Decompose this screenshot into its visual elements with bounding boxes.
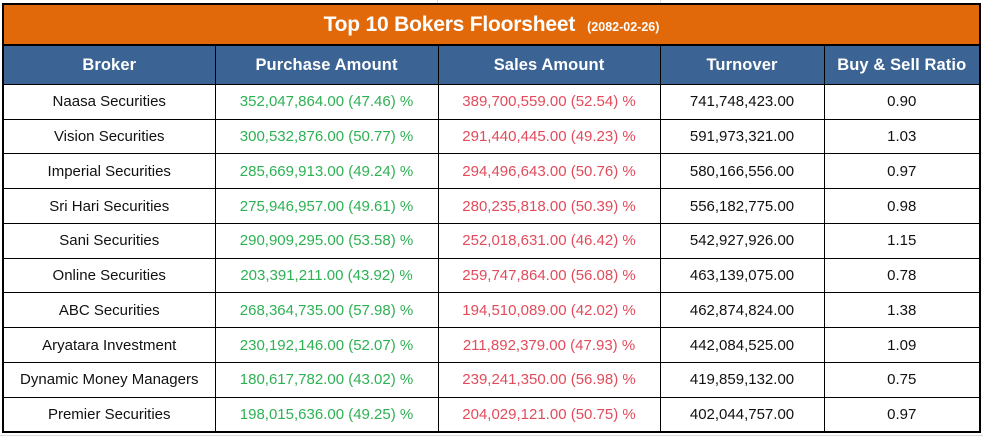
cell-purchase-amount: 352,047,864.00 (47.46) % xyxy=(215,84,439,120)
gridline-stub xyxy=(437,0,438,3)
table-row: Naasa Securities 352,047,864.00 (47.46) … xyxy=(4,84,979,120)
cell-turnover: 741,748,423.00 xyxy=(660,84,825,120)
table-row: ABC Securities 268,364,735.00 (57.98) % … xyxy=(4,292,979,329)
col-header-turnover: Turnover xyxy=(660,46,825,85)
cell-buy-sell-ratio: 0.75 xyxy=(824,362,979,398)
table-title-band: Top 10 Bokers Floorsheet (2082-02-26) xyxy=(4,5,979,46)
cell-turnover: 580,166,556.00 xyxy=(660,153,825,190)
col-header-sales-amount: Sales Amount xyxy=(438,46,661,85)
table-row: Vision Securities 300,532,876.00 (50.77)… xyxy=(4,119,979,155)
cell-broker: Imperial Securities xyxy=(4,153,216,190)
cell-buy-sell-ratio: 1.15 xyxy=(824,223,979,259)
table-row: Sri Hari Securities 275,946,957.00 (49.6… xyxy=(4,188,979,224)
cell-buy-sell-ratio: 0.97 xyxy=(824,153,979,190)
cell-sales-amount: 294,496,643.00 (50.76) % xyxy=(438,153,661,190)
col-header-purchase-amount: Purchase Amount xyxy=(215,46,439,85)
table-row: Aryatara Investment 230,192,146.00 (52.0… xyxy=(4,327,979,363)
cell-sales-amount: 194,510,089.00 (42.02) % xyxy=(438,292,661,329)
cell-purchase-amount: 203,391,211.00 (43.92) % xyxy=(215,258,439,294)
cell-turnover: 462,874,824.00 xyxy=(660,292,825,329)
col-header-broker: Broker xyxy=(4,46,216,85)
cell-purchase-amount: 198,015,636.00 (49.25) % xyxy=(215,397,439,431)
cell-purchase-amount: 285,669,913.00 (49.24) % xyxy=(215,153,439,190)
col-header-buy-sell-ratio: Buy & Sell Ratio xyxy=(824,46,979,85)
cell-broker: Online Securities xyxy=(4,258,216,294)
cell-broker: Premier Securities xyxy=(4,397,216,431)
cell-sales-amount: 252,018,631.00 (46.42) % xyxy=(438,223,661,259)
cell-buy-sell-ratio: 0.90 xyxy=(824,84,979,120)
cell-broker: Naasa Securities xyxy=(4,84,216,120)
cell-sales-amount: 239,241,350.00 (56.98) % xyxy=(438,362,661,398)
cell-buy-sell-ratio: 1.38 xyxy=(824,292,979,329)
cell-purchase-amount: 180,617,782.00 (43.02) % xyxy=(215,362,439,398)
cell-turnover: 402,044,757.00 xyxy=(660,397,825,431)
cell-turnover: 556,182,775.00 xyxy=(660,188,825,224)
cell-purchase-amount: 290,909,295.00 (53.58) % xyxy=(215,223,439,259)
cell-purchase-amount: 230,192,146.00 (52.07) % xyxy=(215,327,439,363)
cell-broker: Vision Securities xyxy=(4,119,216,155)
cell-buy-sell-ratio: 1.03 xyxy=(824,119,979,155)
brokers-table: Broker Purchase Amount Sales Amount Turn… xyxy=(4,46,979,431)
cell-purchase-amount: 268,364,735.00 (57.98) % xyxy=(215,292,439,329)
table-row: Premier Securities 198,015,636.00 (49.25… xyxy=(4,397,979,431)
cell-broker: Sri Hari Securities xyxy=(4,188,216,224)
cell-purchase-amount: 275,946,957.00 (49.61) % xyxy=(215,188,439,224)
header-row: Broker Purchase Amount Sales Amount Turn… xyxy=(4,46,979,85)
cell-sales-amount: 280,235,818.00 (50.39) % xyxy=(438,188,661,224)
cell-broker: Sani Securities xyxy=(4,223,216,259)
cell-turnover: 463,139,075.00 xyxy=(660,258,825,294)
table-row: Dynamic Money Managers 180,617,782.00 (4… xyxy=(4,362,979,398)
cell-broker: Aryatara Investment xyxy=(4,327,216,363)
cell-sales-amount: 389,700,559.00 (52.54) % xyxy=(438,84,661,120)
cell-turnover: 542,927,926.00 xyxy=(660,223,825,259)
cell-broker: Dynamic Money Managers xyxy=(4,362,216,398)
table-date-label: (2082-02-26) xyxy=(587,20,660,34)
gridline-stub xyxy=(660,0,661,3)
table-body: Naasa Securities 352,047,864.00 (47.46) … xyxy=(4,84,979,431)
cell-turnover: 419,859,132.00 xyxy=(660,362,825,398)
cell-buy-sell-ratio: 1.09 xyxy=(824,327,979,363)
table-title: Top 10 Bokers Floorsheet xyxy=(323,12,576,36)
table-row: Online Securities 203,391,211.00 (43.92)… xyxy=(4,258,979,294)
cell-sales-amount: 291,440,445.00 (49.23) % xyxy=(438,119,661,155)
cell-sales-amount: 211,892,379.00 (47.93) % xyxy=(438,327,661,363)
table-row: Imperial Securities 285,669,913.00 (49.2… xyxy=(4,153,979,190)
cell-buy-sell-ratio: 0.78 xyxy=(824,258,979,294)
floorsheet-table-frame: Top 10 Bokers Floorsheet (2082-02-26) Br… xyxy=(2,3,981,433)
table-row: Sani Securities 290,909,295.00 (53.58) %… xyxy=(4,223,979,259)
cell-broker: ABC Securities xyxy=(4,292,216,329)
cell-sales-amount: 204,029,121.00 (50.75) % xyxy=(438,397,661,431)
cell-turnover: 442,084,525.00 xyxy=(660,327,825,363)
cell-purchase-amount: 300,532,876.00 (50.77) % xyxy=(215,119,439,155)
cell-buy-sell-ratio: 0.97 xyxy=(824,397,979,431)
cell-buy-sell-ratio: 0.98 xyxy=(824,188,979,224)
cell-turnover: 591,973,321.00 xyxy=(660,119,825,155)
cell-sales-amount: 259,747,864.00 (56.08) % xyxy=(438,258,661,294)
